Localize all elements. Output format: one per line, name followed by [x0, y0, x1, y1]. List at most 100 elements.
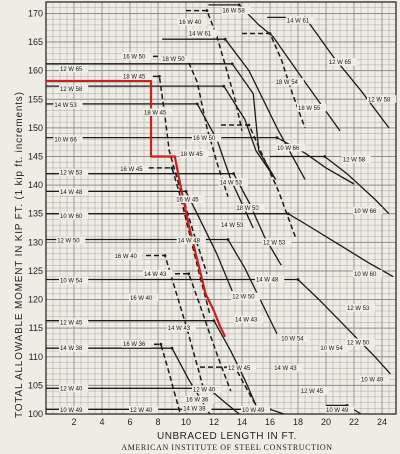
curve-label: 10 W 49: [326, 408, 349, 414]
curve-label-bg: [175, 195, 205, 203]
curve-breakpoint: [275, 136, 279, 140]
curve-label-bg: [346, 338, 376, 346]
curve-label-bg: [129, 293, 159, 302]
curve-label-bg: [346, 304, 376, 312]
curve-label: 14 W 38: [183, 406, 206, 412]
curve-label: 10 W 66: [54, 137, 77, 143]
highlight-line: [46, 79, 227, 338]
x-tick-label: 16: [265, 417, 275, 427]
curve-breakpoint: [187, 272, 191, 276]
curve-label: 14 W 43: [144, 272, 167, 278]
curve-label-bg: [360, 375, 390, 384]
curve-label: 10 W 66: [354, 209, 377, 215]
curve-label: 14 W 48: [178, 239, 201, 245]
beam-curve: [242, 32, 306, 129]
curve-label-bg: [285, 16, 315, 24]
curve-label-bg: [187, 29, 217, 37]
curve-breakpoint: [230, 62, 234, 66]
curve-label: 14 W 53: [220, 180, 243, 186]
beam-curve: [46, 173, 282, 266]
x-tick-label: 10: [181, 417, 191, 427]
x-tick-label: 4: [99, 417, 104, 427]
curve-label: 10 W 66: [277, 146, 300, 152]
x-tick-label: 6: [127, 417, 132, 427]
curve-label-bg: [274, 78, 304, 86]
beam-curve: [46, 387, 240, 415]
curve-label: 14 W 53: [221, 223, 244, 229]
curve-label-bg: [59, 344, 89, 352]
curve-label-bg: [161, 55, 191, 63]
curve-label: 14 W 43: [168, 326, 191, 332]
curve-label-bg: [297, 103, 327, 112]
curve-label: 16 W 40: [130, 296, 153, 302]
curve-label: 18 W 45: [123, 74, 146, 80]
curve-label: 12 W 50: [347, 340, 370, 346]
x-axis-label: UNBRACED LENGTH IN FT.: [157, 431, 297, 442]
curve-label: 16 W 36: [123, 342, 146, 348]
y-tick-label: 160: [28, 66, 43, 76]
curve-label-bg: [218, 178, 248, 186]
y-tick-label: 125: [28, 266, 43, 276]
curve-label: 12 W 65: [60, 67, 83, 73]
x-tick-label: 8: [155, 417, 160, 427]
curve-label-bg: [327, 58, 357, 66]
curve-label: 10 W 49: [242, 408, 265, 414]
curve-label-bg: [178, 18, 208, 26]
curve-breakpoint: [247, 123, 251, 127]
curve-label: 18 W 50: [236, 206, 259, 212]
curve-breakpoint: [170, 346, 174, 350]
curve-label: 16 W 50: [123, 54, 146, 60]
beam-curve: [46, 320, 257, 406]
curve-label-bg: [341, 155, 371, 163]
y-tick-label: 165: [28, 37, 43, 47]
curve-label-bg: [367, 95, 397, 103]
curve-breakpoint: [232, 172, 236, 176]
curve-label-bg: [220, 221, 250, 229]
curve-label: 10 W 54: [60, 279, 83, 285]
curve-breakpoint: [268, 32, 272, 35]
curve-label: 12 W 40: [193, 387, 216, 393]
curve-label-bg: [53, 101, 83, 109]
curve-label: 10 W 49: [60, 408, 83, 414]
curve-label-bg: [325, 405, 355, 414]
curve-breakpoint: [222, 84, 226, 88]
y-tick-label: 140: [28, 180, 43, 190]
curve-label-bg: [262, 238, 292, 246]
grid: [45, 1, 397, 415]
curve-label-bg: [59, 187, 89, 196]
curve-label-bg: [176, 236, 206, 245]
curve-label: 14 W 48: [256, 278, 279, 284]
curve-label: 14 W 38: [60, 346, 83, 352]
curve-label-bg: [59, 212, 89, 220]
beam-curve: [186, 9, 243, 131]
y-tick-label: 170: [28, 8, 43, 18]
curve-breakpoint: [159, 342, 163, 346]
curve-label-bg: [179, 150, 209, 158]
curve-label-bg: [59, 84, 89, 93]
curve-label: 12 W 58: [343, 157, 366, 163]
curve-label-bg: [235, 204, 265, 212]
curve-label-bg: [122, 52, 152, 60]
curve-breakpoint: [296, 278, 300, 281]
curve-label-bg: [59, 168, 89, 177]
curve-label-bg: [185, 395, 215, 404]
curve-label-bg: [59, 384, 89, 392]
beam-curve: [46, 85, 277, 180]
curve-breakpoint: [223, 37, 227, 41]
curve-breakpoint: [163, 254, 167, 257]
x-tick-label: 22: [349, 417, 359, 427]
curve-label: 10 W 60: [60, 214, 83, 220]
beam-curve: [200, 366, 257, 406]
x-tick-label: 20: [321, 417, 331, 427]
curve-label-bg: [56, 236, 86, 245]
curve-label: 16 W 50: [193, 136, 216, 142]
y-tick-label: 105: [28, 380, 43, 390]
curve-label-bg: [122, 72, 152, 80]
curve-label: 14 W 43: [274, 366, 297, 372]
curve-breakpoint: [184, 190, 188, 193]
curve-label-bg: [122, 340, 152, 348]
y-tick-label: 115: [29, 323, 43, 333]
x-tick-label: 18: [293, 417, 303, 427]
curve-label-bg: [221, 6, 251, 15]
curve-label-bg: [192, 134, 222, 142]
